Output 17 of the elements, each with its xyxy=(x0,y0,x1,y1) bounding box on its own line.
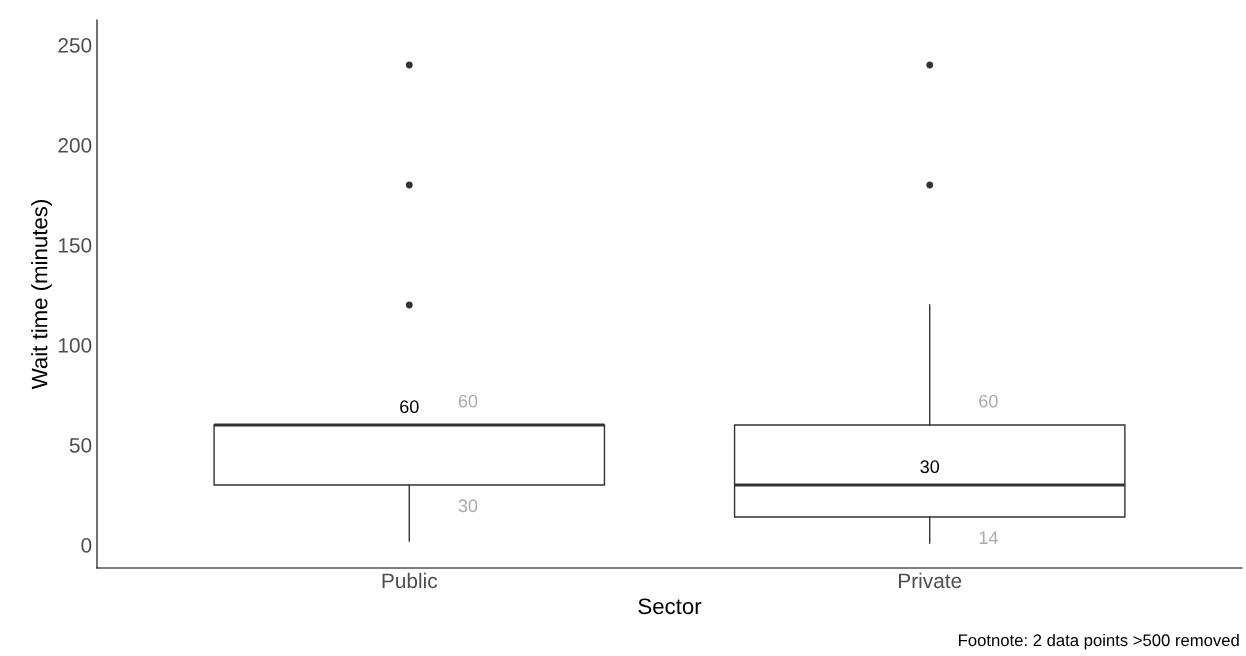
x-tick-label: Public xyxy=(382,572,438,589)
annotation: 60 xyxy=(458,394,478,408)
y-tick-label: 250 xyxy=(58,38,92,53)
text: Footnote: 2 data points >500 removed xyxy=(959,633,1239,650)
annotation: 30 xyxy=(458,499,478,513)
annotation: 60 xyxy=(400,400,419,414)
x-axis-title: Sector xyxy=(638,598,702,615)
y-tick-label: 50 xyxy=(69,438,92,453)
y-axis-title: Wait time (minutes) xyxy=(31,200,52,390)
y-tick-label: 150 xyxy=(58,238,92,253)
annotation: 60 xyxy=(979,394,998,408)
y-tick-label: 0 xyxy=(81,538,92,553)
x-tick-label: Private xyxy=(899,572,962,589)
y-tick-label: 100 xyxy=(58,338,92,353)
annotation: 30 xyxy=(920,460,940,474)
y-tick-label: 200 xyxy=(58,138,92,153)
annotation: 14 xyxy=(979,531,998,544)
